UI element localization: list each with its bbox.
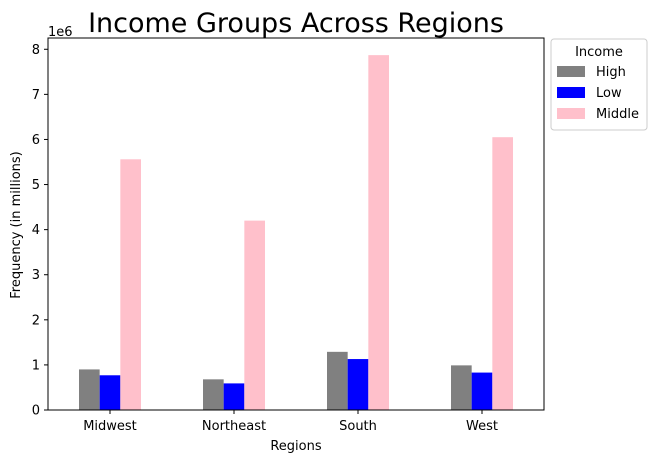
legend: Income High Low Middle xyxy=(550,38,648,131)
axes: Midwest Northeast South West 0 1 2 3 4 5 6 7 8 xyxy=(32,37,545,434)
bar-high-south xyxy=(327,351,348,410)
x-tick-label: South xyxy=(339,419,377,434)
bar-high-northeast xyxy=(203,379,224,410)
legend-frame xyxy=(550,38,648,131)
x-tick-label: West xyxy=(466,419,498,434)
y-tick-label: 2 xyxy=(32,313,40,328)
bar-high-west xyxy=(451,365,472,410)
legend-label-high: High xyxy=(596,65,626,80)
y-tick-label: 5 xyxy=(32,178,40,193)
bar-low-midwest xyxy=(99,375,121,410)
y-tick-label: 3 xyxy=(32,268,40,283)
plot-frame xyxy=(47,37,545,411)
legend-label-low: Low xyxy=(596,86,622,101)
bar-middle-west xyxy=(492,137,513,410)
chart-title: Income Groups Across Regions xyxy=(88,8,504,39)
x-axis-label: Regions xyxy=(270,439,322,454)
x-tick-label: Midwest xyxy=(83,419,137,434)
x-tick-label: Northeast xyxy=(202,419,266,434)
bar-low-south xyxy=(347,359,369,410)
bar-middle-northeast xyxy=(244,220,265,410)
bar-middle-south xyxy=(368,55,389,410)
y-axis-label: Frequency (in millions) xyxy=(9,151,24,299)
legend-swatch-middle xyxy=(557,108,585,119)
y-tick-label: 8 xyxy=(32,43,40,58)
bars-layer xyxy=(79,55,513,410)
bar-low-northeast xyxy=(223,383,245,410)
y-tick-label: 0 xyxy=(32,404,40,419)
y-tick-label: 6 xyxy=(32,133,40,148)
legend-swatch-high xyxy=(557,66,585,77)
y-tick-label: 1 xyxy=(32,358,40,373)
bar-high-midwest xyxy=(79,369,100,410)
bar-low-west xyxy=(471,372,493,410)
bar-middle-midwest xyxy=(120,159,141,410)
legend-label-middle: Middle xyxy=(596,107,639,122)
y-tick-label: 7 xyxy=(32,88,40,103)
legend-swatch-low xyxy=(557,87,585,98)
legend-title: Income xyxy=(575,45,623,60)
legend-items: High Low Middle xyxy=(557,65,639,122)
y-tick-label: 4 xyxy=(32,223,40,238)
y-axis-offset-label: 1e6 xyxy=(48,25,73,40)
